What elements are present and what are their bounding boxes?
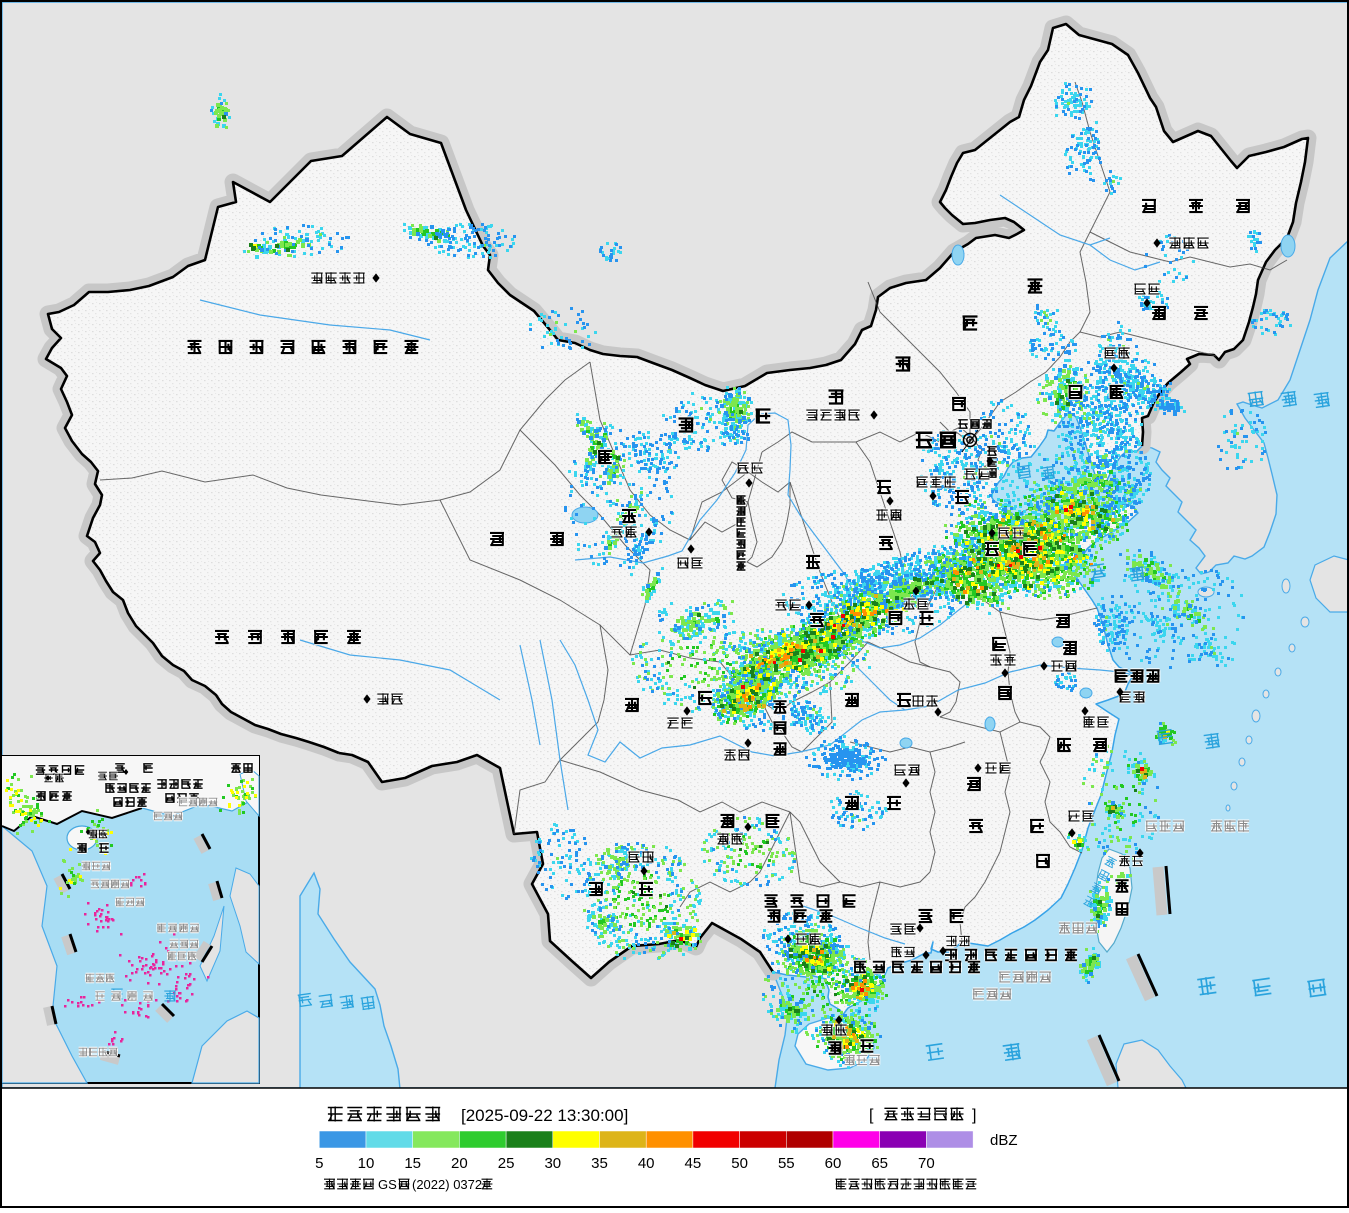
svg-text:30: 30 — [544, 1155, 561, 1172]
svg-text:55: 55 — [778, 1155, 795, 1172]
svg-text:[2025-09-22 13:30:00]: [2025-09-22 13:30:00] — [461, 1106, 628, 1125]
svg-text:GS: GS — [378, 1177, 397, 1192]
svg-text:45: 45 — [685, 1155, 702, 1172]
svg-text:40: 40 — [638, 1155, 655, 1172]
svg-text:25: 25 — [498, 1155, 515, 1172]
svg-text:[: [ — [869, 1107, 874, 1124]
svg-text:dBZ: dBZ — [990, 1132, 1018, 1149]
svg-text:70: 70 — [918, 1155, 935, 1172]
svg-text:(2022) 0372: (2022) 0372 — [412, 1177, 482, 1192]
svg-text:50: 50 — [731, 1155, 748, 1172]
svg-text:15: 15 — [404, 1155, 421, 1172]
svg-text:10: 10 — [358, 1155, 375, 1172]
svg-text:65: 65 — [871, 1155, 888, 1172]
svg-text:35: 35 — [591, 1155, 608, 1172]
svg-text:20: 20 — [451, 1155, 468, 1172]
svg-text:60: 60 — [825, 1155, 842, 1172]
svg-text:5: 5 — [315, 1155, 323, 1172]
svg-text:]: ] — [972, 1107, 976, 1124]
